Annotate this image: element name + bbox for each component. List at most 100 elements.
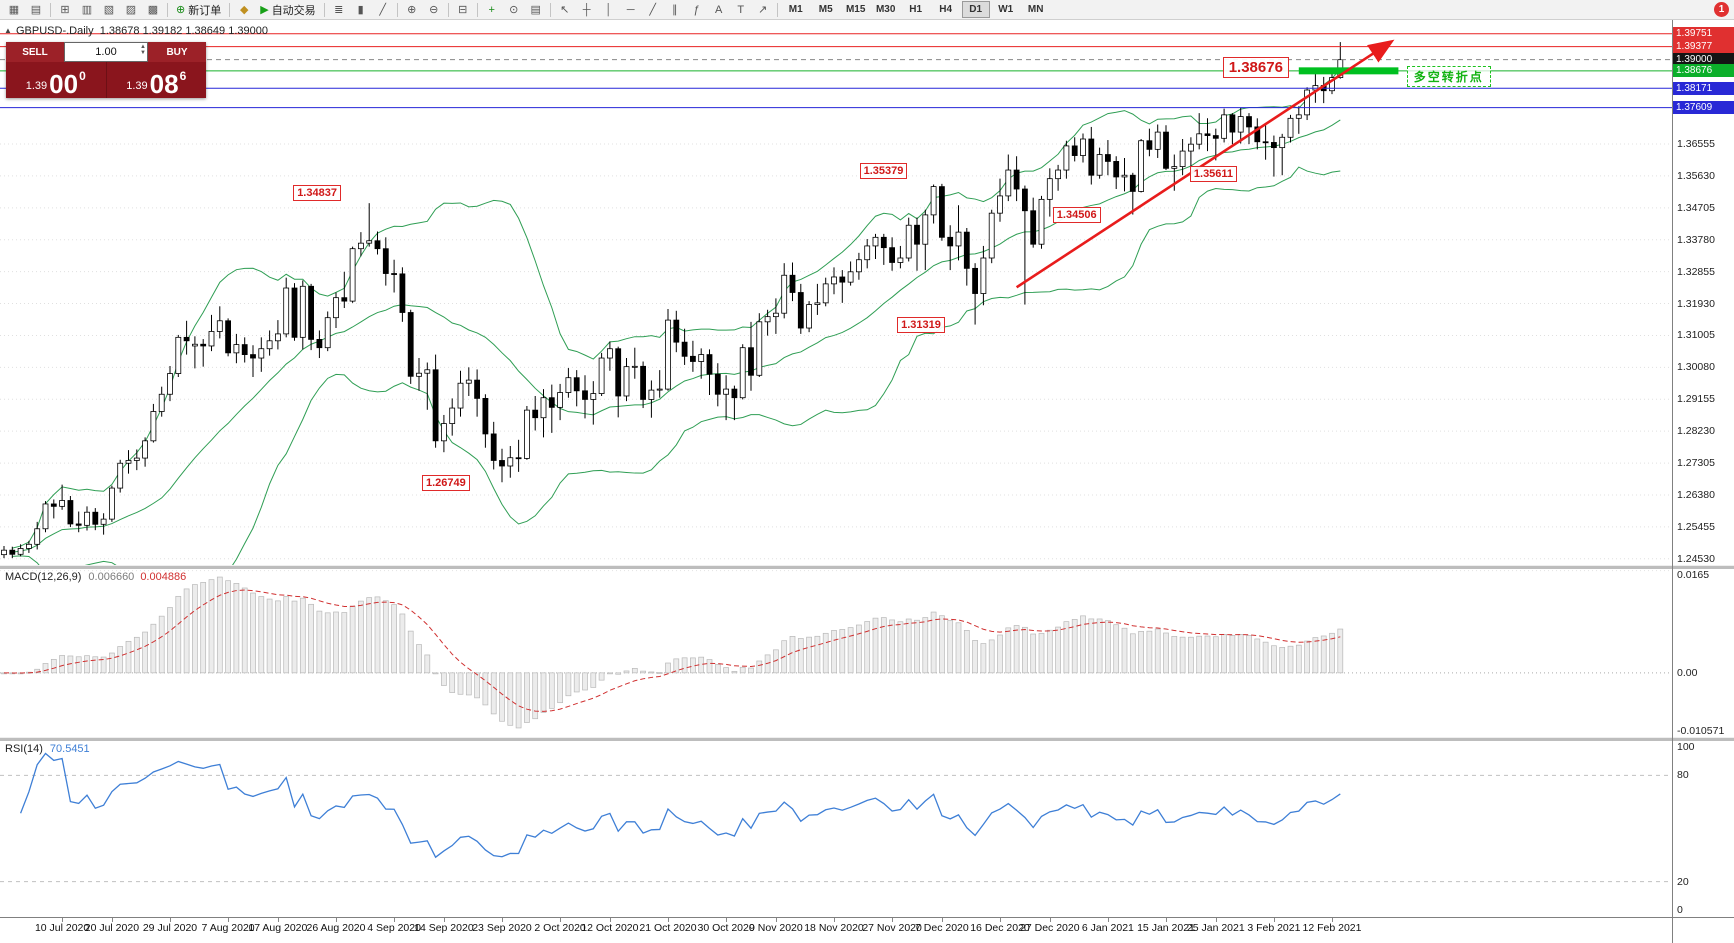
toolbar: ▦ ▤ ⊞ ▥ ▧ ▨ ▩ ⊕ 新订单 ◆ ▶ 自动交易 ≣ ▮ ╱ ⊕ ⊖ ⊟ + ⊙ ▤ ↖ ┼ │ ─ ╱ ∥ ƒ A T ↗ M1 M… — [0, 0, 1734, 20]
time-axis-label: 14 Sep 2020 — [414, 922, 474, 934]
timeframe-w1[interactable]: W1 — [998, 4, 1014, 15]
price-axis-label: 1.31930 — [1677, 297, 1715, 310]
time-axis-label: 25 Jan 2021 — [1186, 922, 1245, 934]
price-annotation[interactable]: 1.34837 — [293, 185, 341, 202]
indicators-icon: + — [488, 3, 495, 16]
templates-icon[interactable]: ▤ — [525, 0, 547, 19]
timeframe-d1[interactable]: D1 — [961, 1, 990, 18]
timeframe-mn[interactable]: MN — [1027, 4, 1044, 15]
price-axis-label: 1.28230 — [1677, 425, 1715, 438]
time-axis-tick — [775, 918, 777, 922]
timeframe-m30[interactable]: M30 — [875, 4, 896, 15]
periods-icon[interactable]: ⊙ — [503, 0, 525, 19]
market-watch-icon[interactable]: ⊞ — [54, 0, 76, 19]
time-axis-tick — [834, 918, 835, 922]
time-axis-label: 17 Aug 2020 — [248, 922, 308, 934]
time-axis-tick — [1215, 918, 1217, 922]
spinner-up-icon[interactable]: ▲ — [140, 44, 146, 50]
trendline-icon[interactable]: ╱ — [642, 0, 664, 19]
toolbar-separator — [549, 2, 551, 17]
metaeditor-icon[interactable]: ◆ — [233, 0, 255, 19]
sell-price-sup: 0 — [79, 69, 86, 83]
sell-button[interactable]: SELL — [6, 42, 64, 62]
panel-separator[interactable] — [0, 565, 1734, 569]
timeframe-m1[interactable]: M1 — [788, 4, 803, 15]
time-axis-tick — [941, 918, 943, 922]
volume-spinner[interactable]: ▲ ▼ — [140, 44, 146, 56]
timeframe-h4[interactable]: H4 — [939, 4, 953, 15]
timeframe-m5[interactable]: M5 — [818, 4, 833, 15]
label-icon: T — [737, 3, 745, 16]
templates-icon: ▤ — [530, 4, 541, 16]
bar-chart-icon[interactable]: ≣ — [328, 0, 350, 19]
one-click-trade-panel: SELL 1.00 ▲ ▼ BUY 1.39 00 0 1.39 08 6 — [6, 42, 206, 98]
panel-separator[interactable] — [0, 737, 1734, 741]
spinner-down-icon[interactable]: ▼ — [140, 50, 146, 56]
buy-price[interactable]: 1.39 08 6 — [106, 62, 206, 98]
macd-main-value: 0.006660 — [88, 571, 135, 583]
arrow-tool-icon[interactable]: ↗ — [752, 0, 774, 19]
toolbar-separator — [229, 2, 231, 17]
price-axis-label: 1.31005 — [1677, 329, 1715, 342]
profiles-icon[interactable]: ▤ — [25, 0, 47, 19]
sell-price[interactable]: 1.39 00 0 — [6, 62, 106, 98]
indicators-icon[interactable]: + — [481, 0, 503, 19]
candlestick-chart-icon[interactable]: ▮ — [350, 0, 372, 19]
volume-input[interactable]: 1.00 ▲ ▼ — [64, 42, 148, 62]
one-click-toggle-icon[interactable]: ▲ — [4, 26, 12, 35]
price-axis-label: 1.33780 — [1677, 233, 1715, 246]
main-panel — [0, 33, 1672, 565]
text-icon[interactable]: A — [708, 0, 730, 19]
sell-price-big: 00 — [49, 68, 79, 99]
buy-price-base: 1.39 — [126, 80, 148, 92]
turning-point-note[interactable]: 多空转折点 — [1406, 65, 1491, 87]
line-chart-icon[interactable]: ╱ — [372, 0, 394, 19]
time-axis-label: 29 Jul 2020 — [142, 922, 198, 934]
cursor-icon[interactable]: ↖ — [554, 0, 576, 19]
time-axis-label: 16 Dec 2020 — [970, 922, 1030, 934]
price-annotation[interactable]: 1.38676 — [1222, 56, 1289, 78]
timeframe-h1[interactable]: H1 — [909, 4, 923, 15]
fibonacci-icon[interactable]: ƒ — [686, 0, 708, 19]
vertical-line-icon[interactable]: │ — [598, 0, 620, 19]
time-axis-label: 2 Oct 2020 — [534, 922, 586, 934]
time-axis-tick — [277, 918, 279, 922]
chart-header: GBPUSD-.Daily 1.38678 1.39182 1.38649 1.… — [16, 25, 268, 37]
tile-windows-icon: ⊟ — [458, 4, 468, 16]
new-order-button[interactable]: ⊕ 新订单 — [171, 1, 226, 18]
volume-value: 1.00 — [95, 46, 117, 58]
zoom-out-icon[interactable]: ⊖ — [423, 0, 445, 19]
horizontal-line-icon: ─ — [626, 3, 635, 16]
sell-price-base: 1.39 — [25, 80, 48, 92]
terminal-icon[interactable]: ▨ — [120, 0, 142, 19]
time-axis-label: 7 Dec 2020 — [915, 922, 969, 934]
strategy-tester-icon[interactable]: ▩ — [142, 0, 164, 19]
crosshair-icon[interactable]: ┼ — [576, 0, 598, 19]
time-axis-tick — [1166, 918, 1167, 922]
toolbar-separator — [396, 2, 398, 17]
rsi-value: 70.5451 — [49, 743, 90, 755]
time-axis-label: 30 Oct 2020 — [697, 922, 755, 934]
price-annotation[interactable]: 1.34506 — [1052, 206, 1101, 223]
horizontal-line-icon[interactable]: ─ — [620, 0, 642, 19]
tile-windows-icon[interactable]: ⊟ — [452, 0, 474, 19]
price-annotation[interactable]: 1.26749 — [422, 475, 470, 492]
new-chart-icon[interactable]: ▦ — [3, 0, 25, 19]
time-axis-label: 12 Feb 2021 — [1302, 922, 1362, 934]
data-window-icon[interactable]: ▥ — [76, 0, 98, 19]
price-annotation[interactable]: 1.35379 — [859, 162, 908, 179]
buy-button[interactable]: BUY — [148, 42, 206, 62]
price-annotation[interactable]: 1.35611 — [1189, 165, 1238, 182]
price-annotation[interactable]: 1.31319 — [897, 316, 945, 333]
zoom-in-icon[interactable]: ⊕ — [401, 0, 423, 19]
navigator-icon[interactable]: ▧ — [98, 0, 120, 19]
label-icon[interactable]: T — [730, 0, 752, 19]
timeframe-m15[interactable]: M15 — [845, 4, 866, 15]
time-axis-label: 3 Feb 2021 — [1247, 922, 1301, 934]
channel-icon[interactable]: ∥ — [664, 0, 686, 19]
autotrading-button[interactable]: ▶ 自动交易 — [255, 1, 320, 18]
notification-badge[interactable]: 1 — [1714, 2, 1729, 17]
navigator-icon: ▧ — [103, 4, 115, 16]
rsi-axis-label: 100 — [1677, 741, 1695, 753]
